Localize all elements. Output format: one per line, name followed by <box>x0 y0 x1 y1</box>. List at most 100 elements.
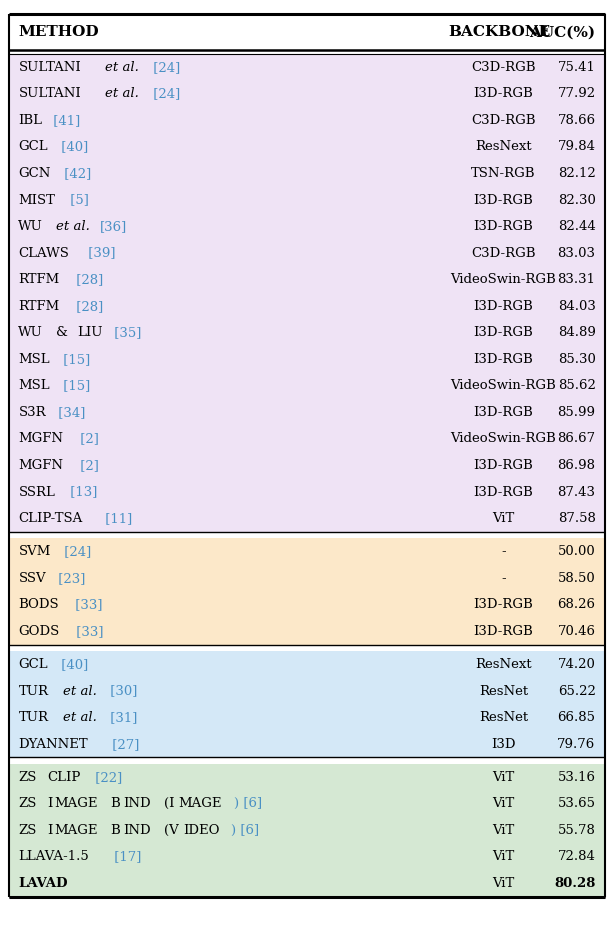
Text: 68.26: 68.26 <box>558 598 596 611</box>
Text: IND: IND <box>123 824 151 837</box>
Text: [27]: [27] <box>108 738 139 751</box>
Text: 79.84: 79.84 <box>558 140 596 154</box>
Text: B: B <box>111 824 120 837</box>
Text: LLAVA-1.5: LLAVA-1.5 <box>18 850 89 864</box>
Text: [17]: [17] <box>110 850 141 864</box>
Text: WU: WU <box>18 326 44 339</box>
Text: 87.58: 87.58 <box>558 512 596 525</box>
Text: SSV: SSV <box>18 572 46 585</box>
Text: [24]: [24] <box>149 87 180 100</box>
Text: et al.: et al. <box>105 61 139 74</box>
Text: ViT: ViT <box>492 771 515 784</box>
Text: [15]: [15] <box>59 379 90 392</box>
Text: MGFN: MGFN <box>18 432 63 446</box>
Text: 84.03: 84.03 <box>558 300 596 313</box>
Text: &: & <box>56 326 68 339</box>
Text: [36]: [36] <box>99 220 127 233</box>
Text: CLAWS: CLAWS <box>18 246 69 260</box>
Text: I3D-RGB: I3D-RGB <box>473 625 534 638</box>
Text: 58.50: 58.50 <box>558 572 596 585</box>
Text: ResNext: ResNext <box>475 140 532 154</box>
Text: et al.: et al. <box>63 684 96 698</box>
Text: METHOD: METHOD <box>18 26 99 39</box>
Text: 85.62: 85.62 <box>558 379 596 392</box>
Text: 53.65: 53.65 <box>558 797 596 811</box>
Text: I3D-RGB: I3D-RGB <box>473 220 534 233</box>
Text: [40]: [40] <box>56 658 88 671</box>
Text: MAGE: MAGE <box>55 797 98 811</box>
Text: et al.: et al. <box>56 220 90 233</box>
Text: 53.16: 53.16 <box>558 771 596 784</box>
Text: 82.30: 82.30 <box>558 193 596 207</box>
Text: (I: (I <box>165 797 175 811</box>
Text: 87.43: 87.43 <box>558 485 596 499</box>
Text: I: I <box>48 824 53 837</box>
Text: 82.44: 82.44 <box>558 220 596 233</box>
Text: RTFM: RTFM <box>18 273 60 286</box>
Text: ViT: ViT <box>492 797 515 811</box>
Text: 80.28: 80.28 <box>554 877 596 890</box>
Text: S3R: S3R <box>18 406 46 419</box>
Text: GCN: GCN <box>18 167 51 180</box>
Text: VideoSwin-RGB: VideoSwin-RGB <box>451 379 556 392</box>
Text: VideoSwin-RGB: VideoSwin-RGB <box>451 432 556 446</box>
Text: I3D: I3D <box>491 738 516 751</box>
Text: MSL: MSL <box>18 379 50 392</box>
Bar <box>9 54 605 532</box>
Text: IND: IND <box>123 797 151 811</box>
Text: 82.12: 82.12 <box>558 167 596 180</box>
Text: BODS: BODS <box>18 598 59 611</box>
Text: SULTANI: SULTANI <box>18 61 81 74</box>
Text: [15]: [15] <box>59 353 90 366</box>
Text: CLIP: CLIP <box>48 771 81 784</box>
Text: 70.46: 70.46 <box>558 625 596 638</box>
Text: 86.98: 86.98 <box>558 459 596 472</box>
Bar <box>9 651 605 757</box>
Text: [2]: [2] <box>77 432 99 446</box>
Text: [31]: [31] <box>106 711 138 724</box>
Text: SULTANI: SULTANI <box>18 87 81 100</box>
Text: [28]: [28] <box>72 300 103 313</box>
Bar <box>9 764 605 897</box>
Text: 55.78: 55.78 <box>558 824 596 837</box>
Text: MAGE: MAGE <box>55 824 98 837</box>
Text: 72.84: 72.84 <box>558 850 596 864</box>
Text: [13]: [13] <box>66 485 98 499</box>
Text: 85.30: 85.30 <box>558 353 596 366</box>
Text: IBL: IBL <box>18 114 42 127</box>
Text: [2]: [2] <box>77 459 99 472</box>
Text: LIU: LIU <box>77 326 103 339</box>
Text: ) [6]: ) [6] <box>234 797 262 811</box>
Text: [5]: [5] <box>66 193 89 207</box>
Text: I3D-RGB: I3D-RGB <box>473 353 534 366</box>
Text: [22]: [22] <box>91 771 122 784</box>
Text: 77.92: 77.92 <box>558 87 596 100</box>
Text: ResNet: ResNet <box>479 711 528 724</box>
Text: -: - <box>501 545 506 558</box>
Text: et al.: et al. <box>63 711 96 724</box>
Text: C3D-RGB: C3D-RGB <box>471 246 536 260</box>
Text: -: - <box>501 572 506 585</box>
Text: [33]: [33] <box>71 598 103 611</box>
Text: TUR: TUR <box>18 684 49 698</box>
Text: SSRL: SSRL <box>18 485 55 499</box>
Text: TUR: TUR <box>18 711 49 724</box>
Text: C3D-RGB: C3D-RGB <box>471 114 536 127</box>
Text: I3D-RGB: I3D-RGB <box>473 193 534 207</box>
Text: [24]: [24] <box>60 545 91 558</box>
Text: 83.31: 83.31 <box>558 273 596 286</box>
Text: ZS: ZS <box>18 824 37 837</box>
Text: [30]: [30] <box>106 684 138 698</box>
Text: ZS: ZS <box>18 771 37 784</box>
Text: 75.41: 75.41 <box>558 61 596 74</box>
Text: I: I <box>48 797 53 811</box>
Text: ViT: ViT <box>492 877 515 890</box>
Text: DYANNET: DYANNET <box>18 738 88 751</box>
Text: ViT: ViT <box>492 512 515 525</box>
Text: ZS: ZS <box>18 797 37 811</box>
Text: GODS: GODS <box>18 625 60 638</box>
Text: I3D-RGB: I3D-RGB <box>473 300 534 313</box>
Text: 66.85: 66.85 <box>558 711 596 724</box>
Text: SVM: SVM <box>18 545 51 558</box>
Text: GCL: GCL <box>18 140 48 154</box>
